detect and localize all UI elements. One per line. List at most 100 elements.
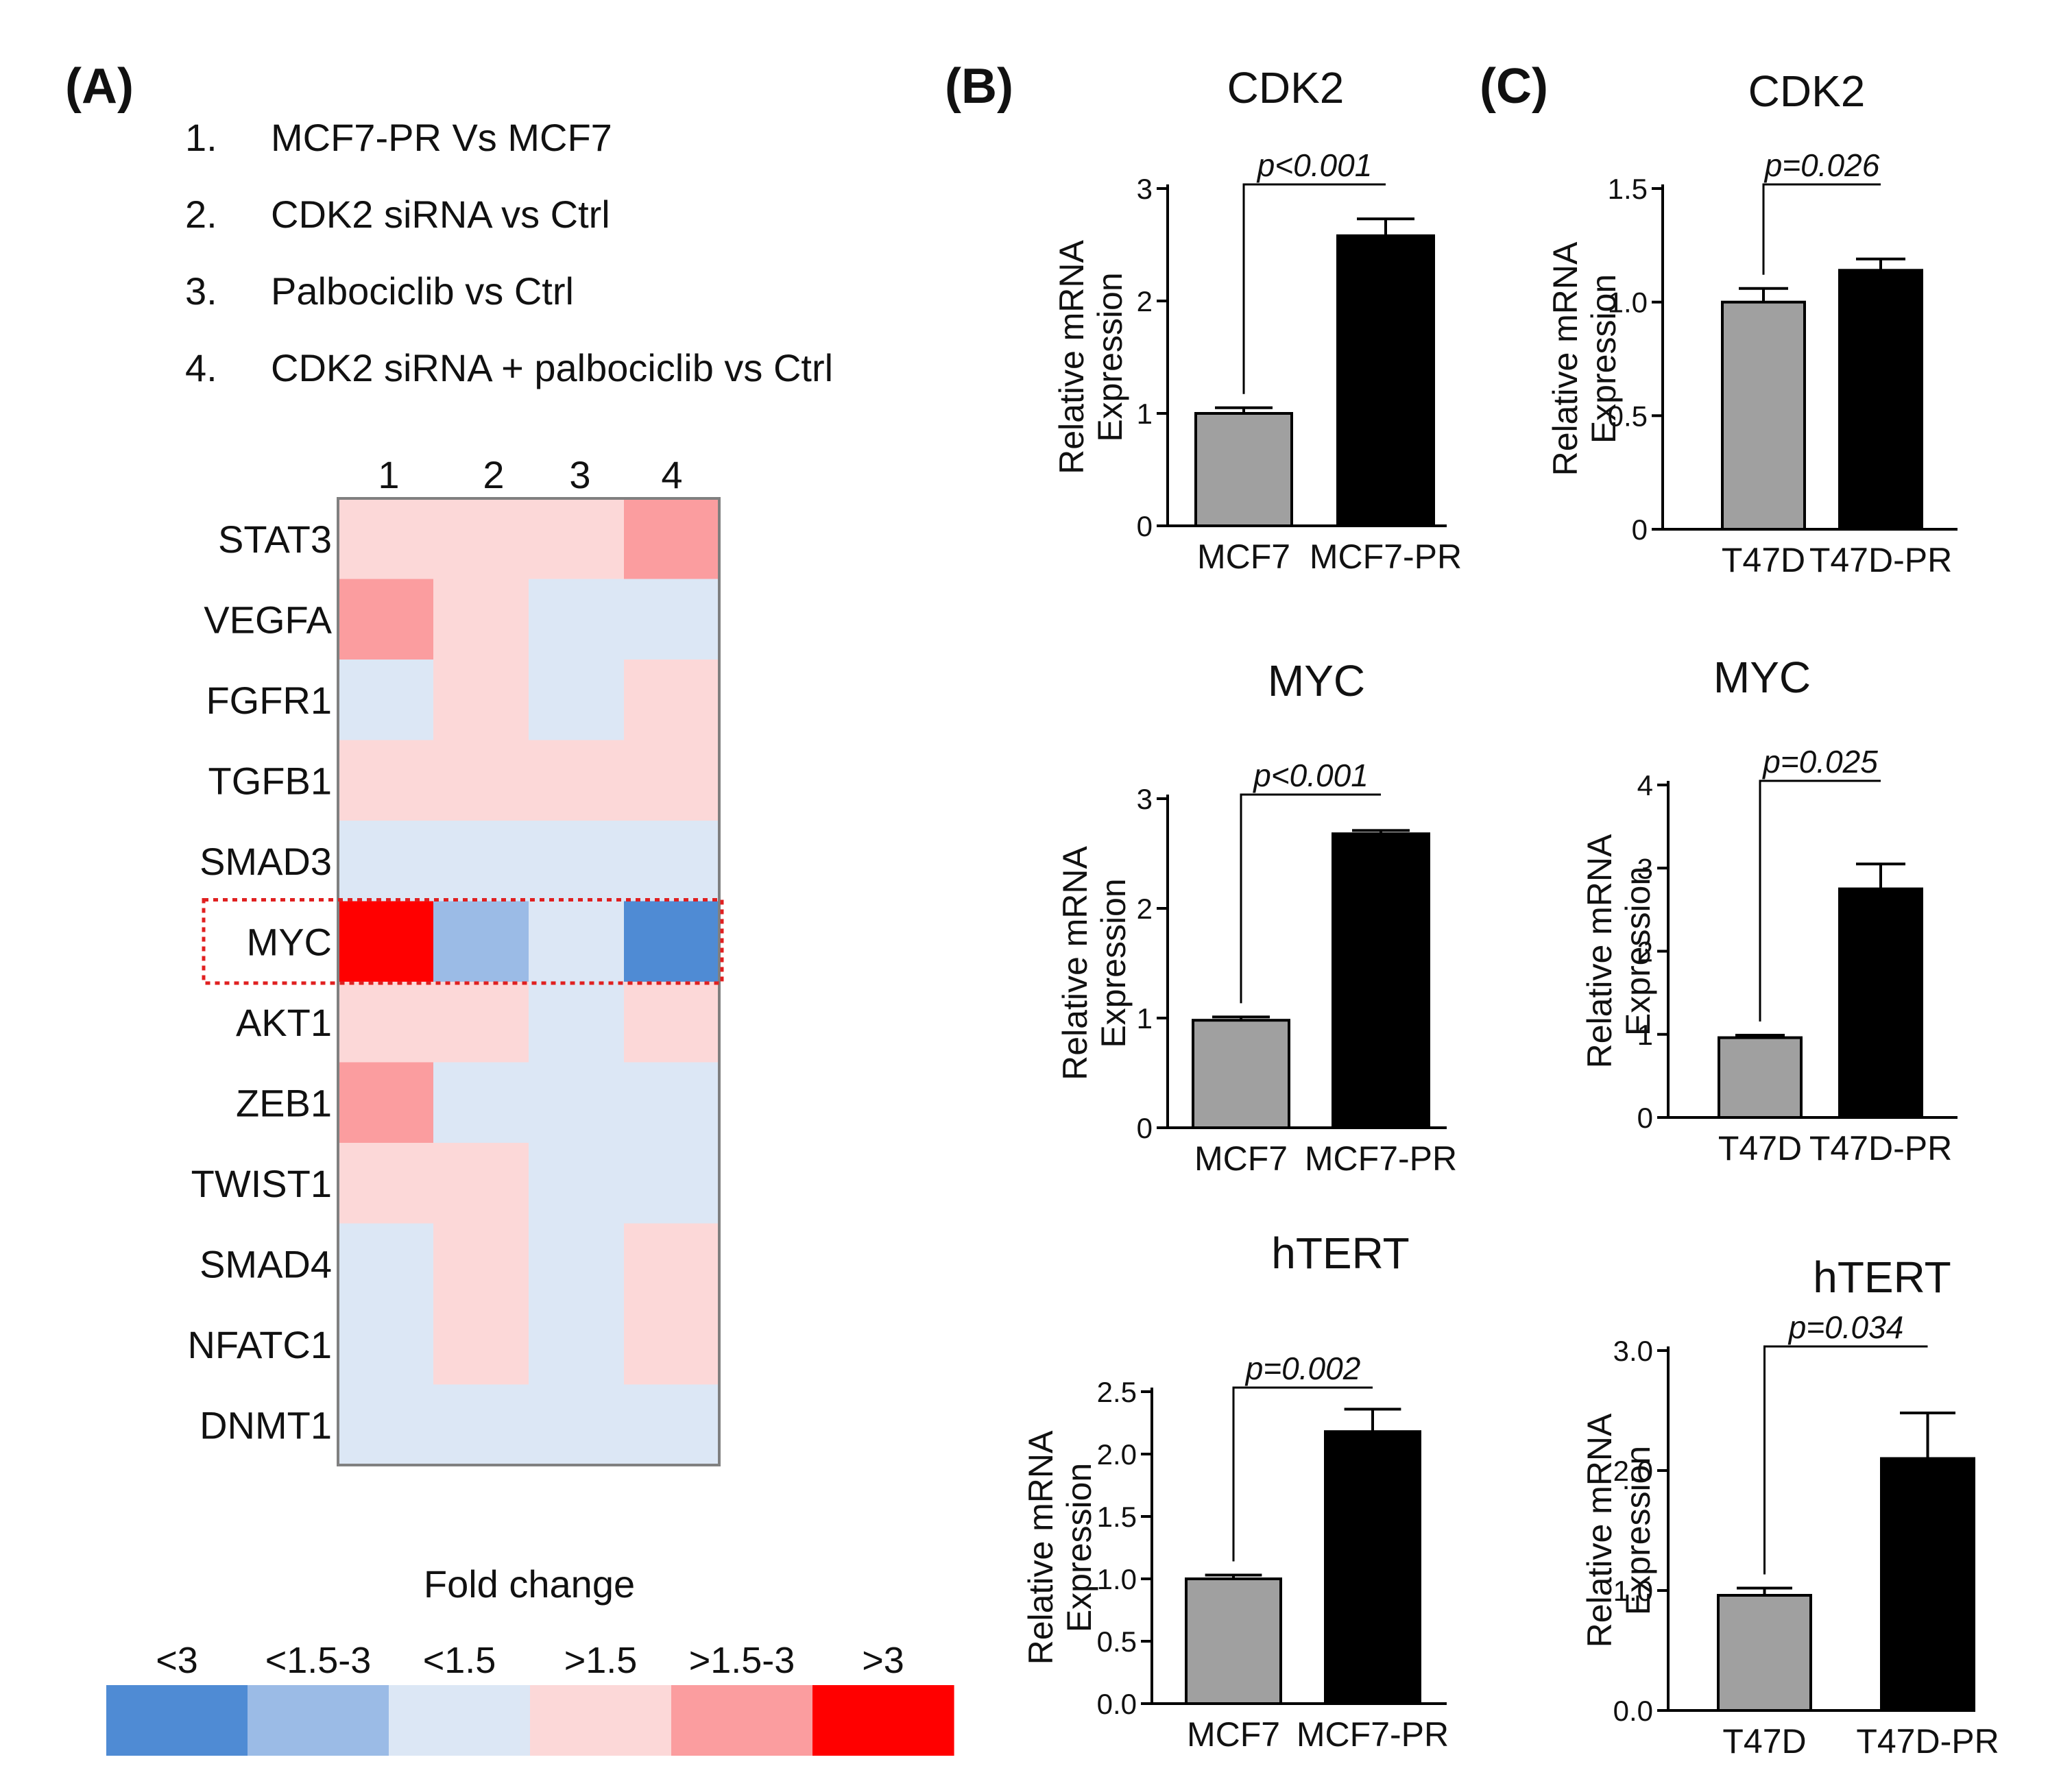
heatmap-cell-zeb1-2 bbox=[433, 1062, 529, 1144]
chart-title-myc-b: MYC bbox=[1268, 656, 1365, 705]
chart-title-myc-c: MYC bbox=[1713, 653, 1811, 702]
x-tick-label-htert-c-t47d: T47D bbox=[1722, 1722, 1806, 1761]
y-axis-label-line1-myc-b: Relative mRNA bbox=[1056, 845, 1094, 1080]
bar-htert-b-mcf7-pr bbox=[1324, 1430, 1421, 1705]
heatmap-cell-vegfa-2 bbox=[433, 579, 529, 660]
heatmap-row-label-myc: MYC bbox=[247, 920, 332, 963]
myc-highlight-box bbox=[202, 898, 724, 985]
y-tick-label-htert-c: 1.0 bbox=[1613, 1575, 1653, 1607]
heatmap-cell-smad3-2 bbox=[433, 821, 529, 902]
bar-myc-b-mcf7-pr bbox=[1332, 832, 1430, 1129]
heatmap-cell-akt1-3 bbox=[529, 982, 625, 1063]
heatmap-column-label-4: 4 bbox=[661, 453, 682, 496]
heatmap-cell-zeb1-4 bbox=[624, 1062, 720, 1144]
y-axis-label-line2-cdk2-b: Expression bbox=[1091, 272, 1129, 442]
y-tick-label-htert-c: 0.0 bbox=[1613, 1695, 1653, 1727]
bar-myc-b-mcf7 bbox=[1192, 1019, 1290, 1129]
significance-bracket-htert-b bbox=[1232, 1386, 1373, 1562]
y-tick-label-htert-c: 2.0 bbox=[1613, 1455, 1653, 1487]
y-tick-label-myc-c: 0 bbox=[1637, 1102, 1653, 1134]
p-value-htert-b: p=0.002 bbox=[1244, 1351, 1361, 1386]
comparison-4-number: 4. bbox=[185, 346, 217, 389]
y-tick-label-cdk2-c: 0.5 bbox=[1608, 400, 1648, 432]
fold-change-swatch-6 bbox=[812, 1685, 954, 1756]
bar-cdk2-c-t47d-pr bbox=[1838, 269, 1923, 531]
heatmap-row-label-smad4: SMAD4 bbox=[200, 1242, 332, 1285]
heatmap-row-label-nfatc1: NFATC1 bbox=[187, 1323, 332, 1366]
heatmap-cell-myc-1 bbox=[338, 901, 434, 982]
fold-change-label-6: >3 bbox=[862, 1640, 904, 1681]
y-tick-label-htert-b: 1.0 bbox=[1097, 1563, 1137, 1595]
heatmap-cell-myc-3 bbox=[529, 901, 625, 982]
heatmap-cell-stat3-1 bbox=[338, 498, 434, 580]
y-axis-label-line2-htert-b: Expression bbox=[1060, 1463, 1098, 1632]
heatmap-cell-zeb1-3 bbox=[529, 1062, 625, 1144]
comparison-4-text: CDK2 siRNA + palbociclib vs Ctrl bbox=[271, 346, 833, 389]
heatmap: 1 2 3 4 STAT3 VEGFA FGFR1 TGFB1 SMAD3 MYC AKT1 ZEB1… bbox=[187, 453, 724, 1466]
heatmap-cell-tgfb1-2 bbox=[433, 740, 529, 821]
bar-myc-c-t47d bbox=[1718, 1036, 1803, 1119]
heatmap-cell-twist1-4 bbox=[624, 1143, 720, 1224]
y-axis-label-line2-myc-c: Expression bbox=[1619, 867, 1657, 1036]
heatmap-cell-smad4-3 bbox=[529, 1223, 625, 1305]
heatmap-cell-vegfa-4 bbox=[624, 579, 720, 660]
heatmap-cell-myc-4 bbox=[624, 901, 720, 982]
y-tick-label-cdk2-b: 1 bbox=[1137, 398, 1153, 430]
x-tick-label-cdk2-b-mcf7-pr: MCF7-PR bbox=[1310, 537, 1462, 576]
bar-htert-b-mcf7 bbox=[1185, 1577, 1282, 1705]
y-axis-label-line1-myc-c: Relative mRNA bbox=[1580, 834, 1619, 1068]
y-tick-label-cdk2-b: 2 bbox=[1137, 285, 1153, 317]
heatmap-cell-twist1-2 bbox=[433, 1143, 529, 1224]
significance-bracket-cdk2-c bbox=[1762, 183, 1881, 275]
y-axis-label-line1-cdk2-b: Relative mRNA bbox=[1052, 239, 1091, 474]
y-tick-label-myc-b: 1 bbox=[1137, 1002, 1153, 1035]
x-tick-label-myc-c-t47d: T47D bbox=[1718, 1129, 1802, 1168]
y-axis-label-cdk2-c: Relative mRNAExpression bbox=[1546, 241, 1623, 476]
heatmap-row-label-dnmt1: DNMT1 bbox=[200, 1403, 332, 1447]
heatmap-cell-zeb1-1 bbox=[338, 1062, 434, 1144]
heatmap-column-label-3: 3 bbox=[569, 453, 590, 496]
bar-chart-myc-c: MYC Relative mRNAExpression 0 1 2 3 4 T47D T47D-… bbox=[1580, 653, 1957, 1168]
significance-bracket-htert-c bbox=[1763, 1345, 1928, 1575]
chart-title-cdk2-c: CDK2 bbox=[1748, 66, 1866, 116]
heatmap-cell-fgfr1-3 bbox=[529, 660, 625, 741]
y-tick-label-htert-b: 2.5 bbox=[1097, 1376, 1137, 1408]
x-tick-label-cdk2-c-t47d: T47D bbox=[1722, 541, 1805, 579]
p-value-htert-c: p=0.034 bbox=[1787, 1309, 1904, 1345]
bar-myc-c-t47d-pr bbox=[1838, 887, 1923, 1119]
chart-title-cdk2-b: CDK2 bbox=[1227, 63, 1345, 112]
chart-title-htert-b: hTERT bbox=[1271, 1229, 1410, 1278]
heatmap-column-label-1: 1 bbox=[378, 453, 399, 496]
heatmap-cell-stat3-4 bbox=[624, 498, 720, 580]
heatmap-cell-twist1-1 bbox=[338, 1143, 434, 1224]
x-tick-label-cdk2-c-t47d-pr: T47D-PR bbox=[1809, 541, 1952, 579]
heatmap-cell-tgfb1-1 bbox=[338, 740, 434, 821]
heatmap-row-label-vegfa: VEGFA bbox=[204, 598, 332, 641]
heatmap-cell-nfatc1-2 bbox=[433, 1304, 529, 1386]
fold-change-swatch-2 bbox=[248, 1685, 389, 1756]
fold-change-label-4: >1.5 bbox=[564, 1640, 638, 1681]
fold-change-title: Fold change bbox=[424, 1562, 635, 1606]
fold-change-label-2: <1.5-3 bbox=[265, 1640, 372, 1681]
heatmap-cell-smad3-4 bbox=[624, 821, 720, 902]
heatmap-cell-smad3-3 bbox=[529, 821, 625, 902]
x-tick-label-myc-b-mcf7: MCF7 bbox=[1194, 1139, 1288, 1178]
comparison-1-text: MCF7-PR Vs MCF7 bbox=[271, 116, 612, 159]
heatmap-cell-smad4-4 bbox=[624, 1223, 720, 1305]
y-axis-label-myc-b: Relative mRNAExpression bbox=[1056, 845, 1133, 1080]
heatmap-cell-fgfr1-2 bbox=[433, 660, 529, 741]
x-tick-label-cdk2-b-mcf7: MCF7 bbox=[1197, 537, 1290, 576]
heatmap-cell-fgfr1-4 bbox=[624, 660, 720, 741]
y-axis-label-line2-htert-c: Expression bbox=[1619, 1446, 1657, 1615]
heatmap-cell-myc-2 bbox=[433, 901, 529, 982]
bar-cdk2-c-t47d bbox=[1721, 300, 1806, 531]
y-axis-label-line1-htert-b: Relative mRNA bbox=[1022, 1430, 1060, 1665]
p-value-myc-c: p=0.025 bbox=[1761, 744, 1878, 779]
comparison-3-number: 3. bbox=[185, 269, 217, 313]
heatmap-cell-smad4-2 bbox=[433, 1223, 529, 1305]
y-axis-label-line1-cdk2-c: Relative mRNA bbox=[1546, 241, 1585, 476]
heatmap-cell-vegfa-1 bbox=[338, 579, 434, 660]
